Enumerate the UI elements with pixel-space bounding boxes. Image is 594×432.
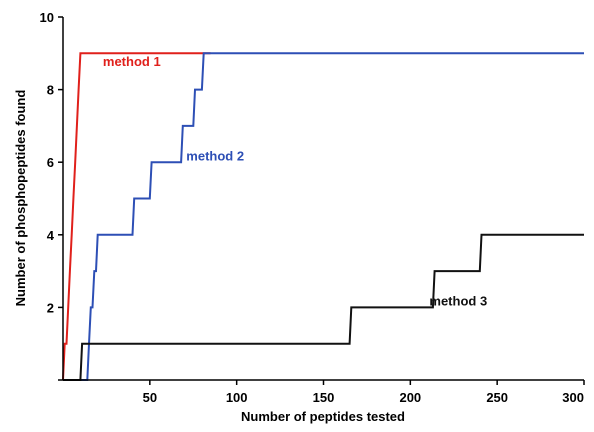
y-tick-label: 2 [47,300,54,315]
x-axis-title: Number of peptides tested [241,409,405,424]
series-label-method-2: method 2 [186,148,244,163]
y-tick-label: 4 [47,228,55,243]
series-line-method-1 [62,52,211,381]
x-tick-label: 250 [486,390,508,405]
series-line-method-2 [63,52,584,381]
x-tick-label: 200 [399,390,421,405]
y-axis-title: Number of phosphopeptides found [13,90,28,307]
y-tick-label: 6 [47,155,54,170]
x-tick-label: 150 [313,390,335,405]
y-tick-label: 8 [47,83,54,98]
series-line-method-3 [63,233,584,381]
series-label-method-1: method 1 [103,54,161,69]
y-tick-label: 10 [40,10,54,25]
series-label-method-3: method 3 [429,294,487,309]
x-tick-label: 50 [143,390,157,405]
x-tick-label: 100 [226,390,248,405]
x-tick-label: 300 [562,390,584,405]
